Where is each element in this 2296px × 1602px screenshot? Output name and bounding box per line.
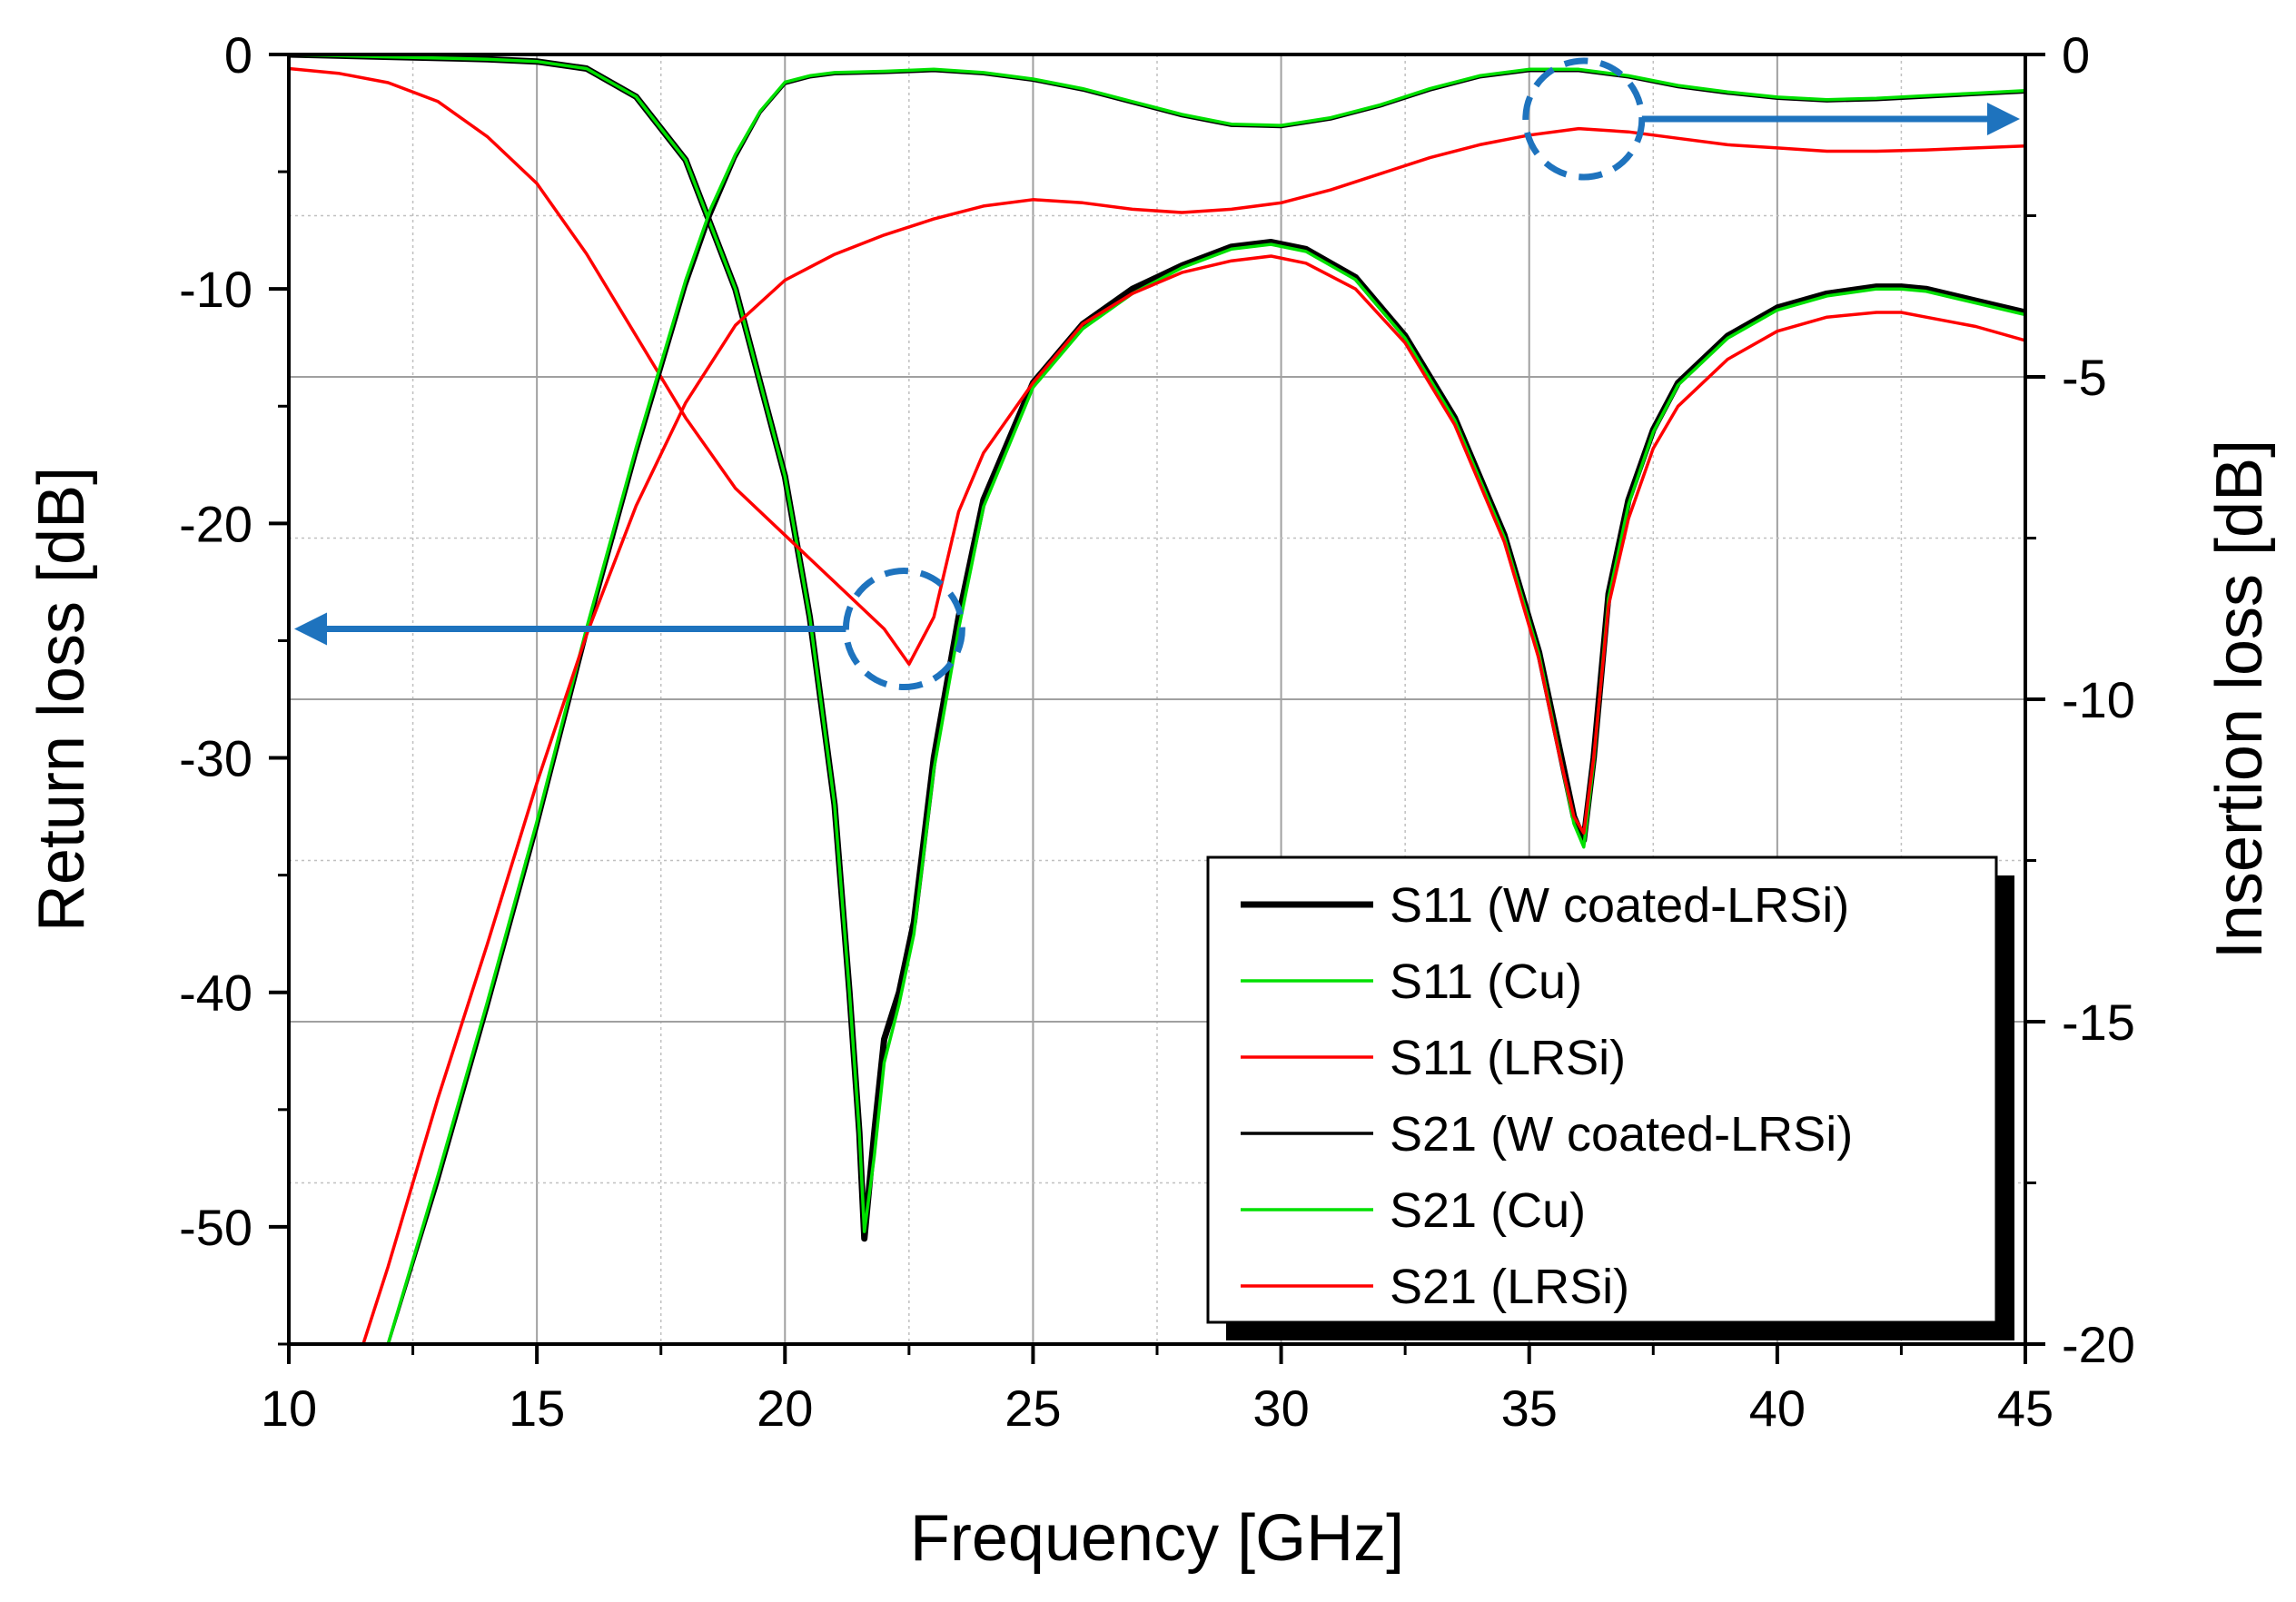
x-axis-title: Frequency [GHz] <box>910 1502 1404 1575</box>
y-left-tick-label: 0 <box>224 26 252 84</box>
return-loss-marker-circle <box>842 568 965 691</box>
y-right-tick-label: -15 <box>2062 994 2135 1051</box>
y-left-tick-label: -50 <box>179 1199 252 1256</box>
x-tick-label: 15 <box>509 1380 565 1437</box>
x-tick-label: 30 <box>1252 1380 1309 1437</box>
axis-ticks: 10 15 20 25 30 35 40 45 0 -10 -20 -30 -40 -50 0 -5 -10 -1… <box>179 26 2135 1437</box>
insertion-loss-marker-circle <box>1522 57 1646 181</box>
y-right-axis-title: Insertion loss [dB] <box>2203 440 2276 959</box>
legend-label: S11 (Cu) <box>1390 954 1582 1009</box>
series-line-s11-cu <box>289 54 2025 1233</box>
legend-label: S11 (LRSi) <box>1390 1031 1626 1085</box>
x-tick-label: 35 <box>1501 1380 1558 1437</box>
y-left-tick-label: -20 <box>179 495 252 552</box>
legend-label: S21 (Cu) <box>1390 1183 1586 1238</box>
y-left-tick-label: -40 <box>179 964 252 1022</box>
series-line-s11-lrsi <box>289 66 2025 835</box>
series-line-s21-cu <box>386 67 2025 1344</box>
legend-label: S11 (W coated-LRSi) <box>1390 878 1849 933</box>
y-right-tick-label: -10 <box>2062 671 2135 728</box>
legend-box <box>1206 855 1998 1324</box>
x-tick-label: 45 <box>1997 1380 2054 1437</box>
y-left-axis-title: Return loss [dB] <box>25 467 98 932</box>
x-tick-label: 20 <box>757 1380 813 1437</box>
y-right-tick-label: 0 <box>2062 26 2090 84</box>
legend: S11 (W coated-LRSi) S11 (Cu) S11 (LRSi) S21… <box>1206 855 2014 1340</box>
series-lines <box>289 54 2025 1344</box>
x-tick-label: 40 <box>1749 1380 1806 1437</box>
y-left-tick-label: -30 <box>179 730 252 787</box>
series-line-s21-lrsi <box>361 126 2025 1344</box>
insertion-loss-marker-arrow-head <box>1987 103 2020 135</box>
legend-label: S21 (W coated-LRSi) <box>1390 1107 1853 1162</box>
x-tick-label: 25 <box>1004 1380 1061 1437</box>
x-tick-label: 10 <box>261 1380 317 1437</box>
y-right-tick-label: -5 <box>2062 349 2107 406</box>
y-right-tick-label: -20 <box>2062 1316 2135 1373</box>
y-left-tick-label: -10 <box>179 261 252 318</box>
return-loss-marker-arrow-head <box>294 612 327 646</box>
annotations <box>294 57 2020 691</box>
legend-label: S21 (LRSi) <box>1390 1260 1629 1314</box>
